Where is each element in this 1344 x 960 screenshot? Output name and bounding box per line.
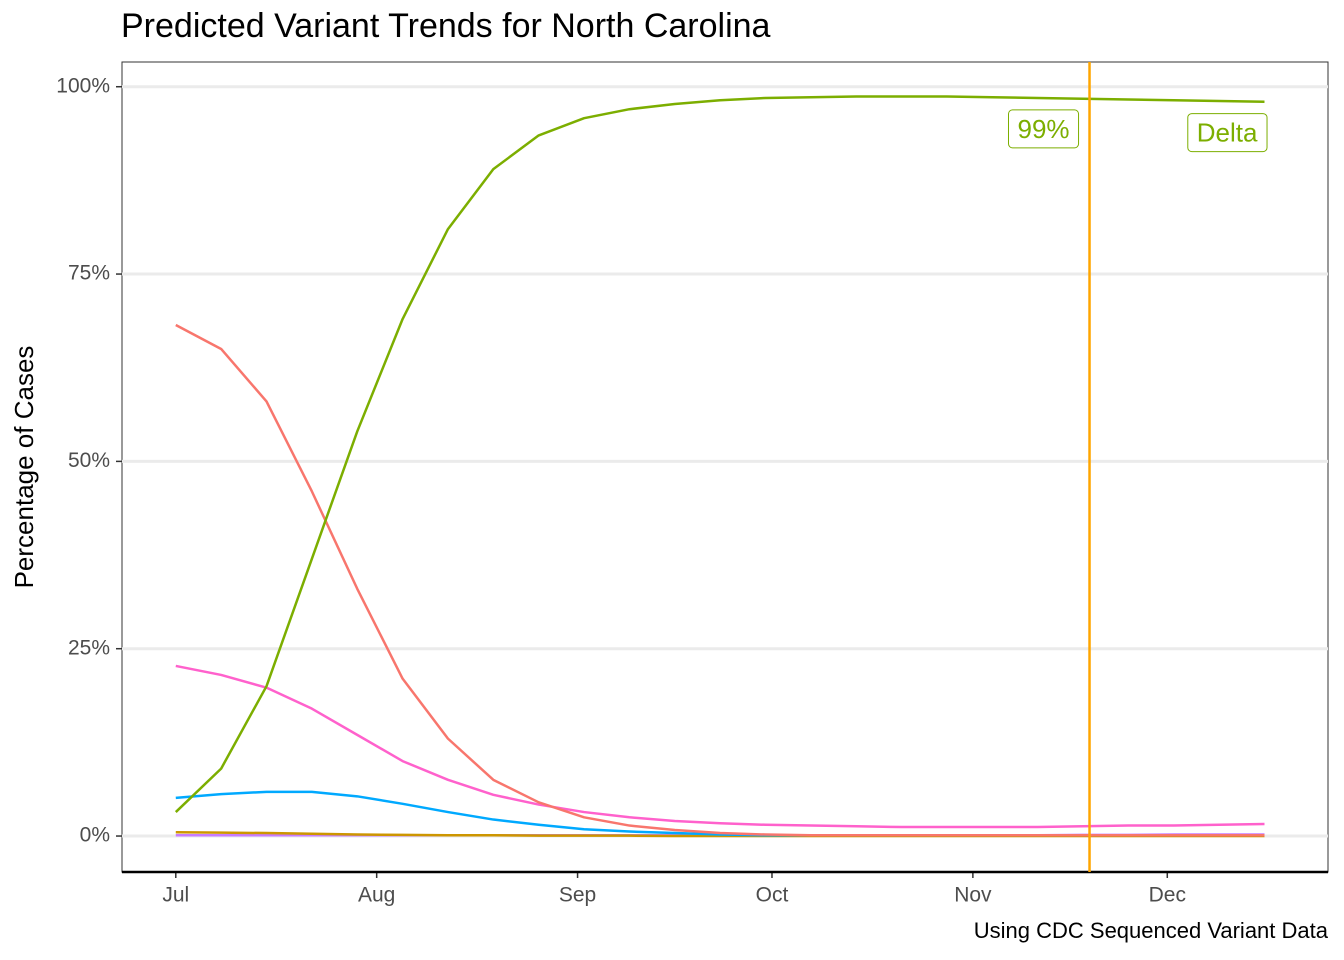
- y-tick-label: 75%: [68, 262, 110, 285]
- y-tick-label: 50%: [68, 449, 110, 472]
- x-tick-label: Jul: [162, 884, 189, 907]
- series-label-box: [1187, 113, 1268, 153]
- marker-label-box: [1007, 109, 1080, 149]
- marker-label: 99%: [1017, 114, 1069, 144]
- series-label-group: Delta: [1187, 113, 1268, 153]
- x-tick-label: Nov: [954, 884, 992, 907]
- y-tick-label: 25%: [68, 636, 110, 659]
- plot-panel: [121, 61, 1329, 873]
- y-axis-title: Percentage of Cases: [9, 346, 39, 589]
- x-tick-label: Aug: [358, 884, 395, 907]
- series-label: Delta: [1197, 118, 1258, 148]
- x-tick-label: Sep: [559, 884, 596, 907]
- chart-title: Predicted Variant Trends for North Carol…: [121, 7, 771, 45]
- y-tick-label: 0%: [80, 824, 110, 847]
- series-line: [175, 664, 1265, 829]
- series-line: [174, 95, 1265, 813]
- series-line: [175, 323, 1265, 837]
- caption: Using CDC Sequenced Variant Data: [974, 918, 1329, 943]
- marker-label-group: 99%: [1007, 109, 1080, 149]
- x-tick-label: Dec: [1149, 884, 1186, 907]
- x-tick-label: Oct: [756, 884, 789, 907]
- y-tick-label: 100%: [56, 74, 110, 97]
